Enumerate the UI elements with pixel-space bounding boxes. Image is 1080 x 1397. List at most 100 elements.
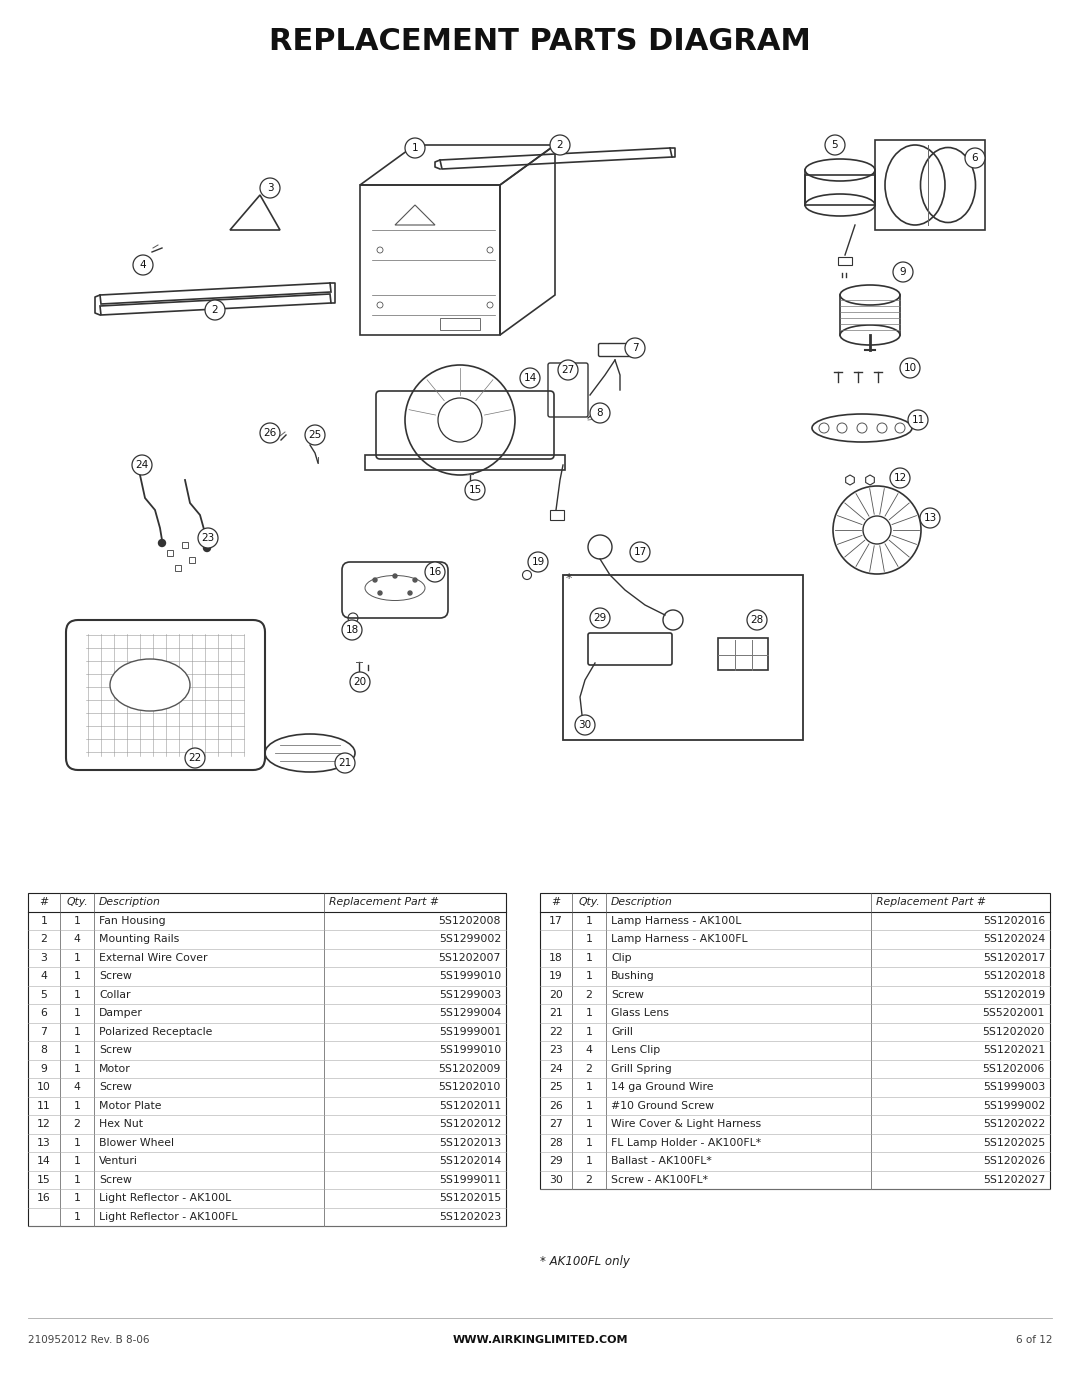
Text: 8: 8 xyxy=(596,408,604,418)
Text: 14 ga Ground Wire: 14 ga Ground Wire xyxy=(611,1083,714,1092)
Text: 5S5202001: 5S5202001 xyxy=(983,1009,1045,1018)
Text: Bushing: Bushing xyxy=(611,971,654,981)
Text: 3: 3 xyxy=(41,953,48,963)
Text: 5S1202008: 5S1202008 xyxy=(438,916,501,926)
Text: 2: 2 xyxy=(556,140,564,149)
Text: Description: Description xyxy=(99,897,161,907)
Circle shape xyxy=(900,358,920,379)
Circle shape xyxy=(305,425,325,446)
Bar xyxy=(563,576,804,740)
Text: 18: 18 xyxy=(549,953,563,963)
Text: Lens Clip: Lens Clip xyxy=(611,1045,660,1055)
Text: 1: 1 xyxy=(585,1027,593,1037)
Text: 26: 26 xyxy=(549,1101,563,1111)
Circle shape xyxy=(132,455,152,475)
Text: 2: 2 xyxy=(41,935,48,944)
Circle shape xyxy=(342,620,362,640)
Text: 2: 2 xyxy=(585,989,593,1000)
Text: 5S1202012: 5S1202012 xyxy=(438,1119,501,1129)
Text: External Wire Cover: External Wire Cover xyxy=(99,953,207,963)
Text: 29: 29 xyxy=(593,613,607,623)
Text: 13: 13 xyxy=(37,1137,51,1148)
Circle shape xyxy=(335,753,355,773)
Text: 1: 1 xyxy=(585,953,593,963)
Text: 1: 1 xyxy=(585,1119,593,1129)
Text: 4: 4 xyxy=(585,1045,593,1055)
Circle shape xyxy=(373,578,377,583)
Text: 22: 22 xyxy=(549,1027,563,1037)
Text: Fan Housing: Fan Housing xyxy=(99,916,165,926)
Text: 1: 1 xyxy=(585,1083,593,1092)
Text: Grill Spring: Grill Spring xyxy=(611,1063,672,1074)
Bar xyxy=(805,175,875,205)
Text: 4: 4 xyxy=(73,935,80,944)
Text: 2: 2 xyxy=(73,1119,80,1129)
Circle shape xyxy=(408,591,411,595)
Text: 18: 18 xyxy=(346,624,359,636)
Circle shape xyxy=(528,552,548,571)
Circle shape xyxy=(908,409,928,430)
Text: Motor: Motor xyxy=(99,1063,131,1074)
Circle shape xyxy=(625,338,645,358)
Circle shape xyxy=(465,481,485,500)
Ellipse shape xyxy=(110,659,190,711)
Circle shape xyxy=(893,263,913,282)
Text: 12: 12 xyxy=(37,1119,51,1129)
Text: 15: 15 xyxy=(469,485,482,495)
Text: 11: 11 xyxy=(912,415,924,425)
Text: Motor Plate: Motor Plate xyxy=(99,1101,162,1111)
Text: 26: 26 xyxy=(264,427,276,439)
Text: Clip: Clip xyxy=(611,953,632,963)
Circle shape xyxy=(203,545,211,552)
Text: 5: 5 xyxy=(832,140,838,149)
Circle shape xyxy=(159,539,165,546)
Text: Screw: Screw xyxy=(99,971,132,981)
Text: 1: 1 xyxy=(73,1175,80,1185)
Text: 210952012 Rev. B 8-06: 210952012 Rev. B 8-06 xyxy=(28,1336,149,1345)
Text: 1: 1 xyxy=(73,971,80,981)
Text: 1: 1 xyxy=(585,1009,593,1018)
Text: 28: 28 xyxy=(549,1137,563,1148)
Text: 1: 1 xyxy=(585,1137,593,1148)
Circle shape xyxy=(920,509,940,528)
Text: 6 of 12: 6 of 12 xyxy=(1015,1336,1052,1345)
Text: 10: 10 xyxy=(904,363,917,373)
Circle shape xyxy=(575,715,595,735)
Text: 1: 1 xyxy=(73,1211,80,1222)
Text: 24: 24 xyxy=(135,460,149,469)
Text: 1: 1 xyxy=(585,1157,593,1166)
Text: 21: 21 xyxy=(338,759,352,768)
Text: 14: 14 xyxy=(37,1157,51,1166)
Text: 8: 8 xyxy=(41,1045,48,1055)
Text: 1: 1 xyxy=(411,142,418,154)
Circle shape xyxy=(747,610,767,630)
Text: REPLACEMENT PARTS DIAGRAM: REPLACEMENT PARTS DIAGRAM xyxy=(269,28,811,56)
Text: 5S1999010: 5S1999010 xyxy=(438,971,501,981)
Text: Screw: Screw xyxy=(99,1083,132,1092)
Text: Qty.: Qty. xyxy=(66,897,87,907)
Text: 6: 6 xyxy=(41,1009,48,1018)
Text: Collar: Collar xyxy=(99,989,131,1000)
Text: 5S1999002: 5S1999002 xyxy=(983,1101,1045,1111)
Circle shape xyxy=(590,608,610,629)
Text: 19: 19 xyxy=(531,557,544,567)
Text: 5S1299002: 5S1299002 xyxy=(438,935,501,944)
Text: 19: 19 xyxy=(549,971,563,981)
Text: 17: 17 xyxy=(633,548,647,557)
Circle shape xyxy=(198,528,218,548)
Text: 21: 21 xyxy=(549,1009,563,1018)
Bar xyxy=(838,257,852,265)
Text: Screw: Screw xyxy=(99,1045,132,1055)
Text: 13: 13 xyxy=(923,513,936,522)
Text: 6: 6 xyxy=(972,154,978,163)
Circle shape xyxy=(426,562,445,583)
Text: 9: 9 xyxy=(41,1063,48,1074)
Circle shape xyxy=(590,402,610,423)
Text: Damper: Damper xyxy=(99,1009,143,1018)
Text: Light Reflector - AK100FL: Light Reflector - AK100FL xyxy=(99,1211,238,1222)
Circle shape xyxy=(133,256,153,275)
Bar xyxy=(440,319,480,330)
Circle shape xyxy=(205,300,225,320)
Text: Light Reflector - AK100L: Light Reflector - AK100L xyxy=(99,1193,231,1203)
Circle shape xyxy=(393,574,397,578)
